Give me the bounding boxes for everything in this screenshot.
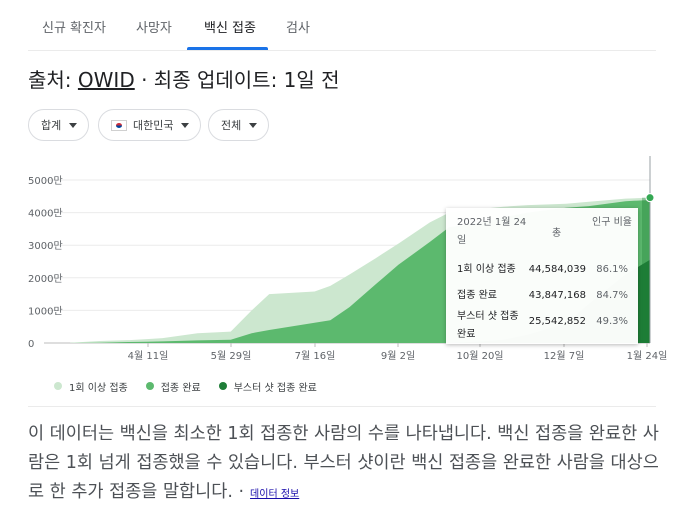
tooltip-row-pct: 86.1% <box>596 264 628 275</box>
tooltip-row: 부스터 샷 접종 완료 25,542,852 49.3% <box>446 306 638 340</box>
description-text: 이 데이터는 백신을 최소한 1회 접종한 사람의 수를 나타냅니다. 백신 접… <box>28 424 659 502</box>
scope-dropdown-label: 전체 <box>221 119 242 132</box>
tooltip-row-label: 1회 이상 접종 <box>457 264 516 275</box>
legend-dot <box>145 382 154 390</box>
tooltip-row-value: 44,584,039 <box>528 264 586 275</box>
tooltip-row-pct: 84.7% <box>596 290 628 301</box>
x-tick-label: 5월 29일 <box>211 350 252 362</box>
tooltip-row-pct: 49.3% <box>596 316 628 327</box>
legend-label: 1회 이상 접종 <box>69 382 128 394</box>
y-tick-label: 1000만 <box>28 305 63 317</box>
tooltip-pct-header: 인구 비율 <box>592 217 632 228</box>
chevron-down-icon <box>249 122 258 128</box>
tooltip-date: 2022년 1월 24일 <box>457 217 527 246</box>
y-tick-label: 0 <box>28 339 34 350</box>
x-tick-label: 10월 20일 <box>456 350 503 362</box>
y-tick-label: 2000만 <box>28 273 63 285</box>
country-dropdown-label: 대한민국 <box>133 119 174 132</box>
hover-highlight <box>642 197 650 343</box>
tooltip-row-value: 43,847,168 <box>528 290 586 301</box>
y-tick-label: 4000만 <box>28 208 63 220</box>
aggregate-dropdown[interactable]: 합계 <box>28 109 90 141</box>
tooltip-total-header: 총 <box>552 228 562 239</box>
legend-dot <box>218 382 227 390</box>
chart-tooltip: 2022년 1월 24일 총 인구 비율 1회 이상 접종 44,584,039… <box>446 208 638 344</box>
tooltip-row-label: 접종 완료 <box>457 290 497 301</box>
x-tick-label: 9월 2일 <box>381 350 415 362</box>
tab-vaccination[interactable]: 백신 접종 <box>204 21 256 36</box>
x-tick-label: 4월 11일 <box>128 350 169 362</box>
legend-item-booster[interactable]: 부스터 샷 접종 완료 <box>218 379 317 394</box>
tab-deaths[interactable]: 사망자 <box>136 21 172 36</box>
chart-legend: 1회 이상 접종 접종 완료 부스터 샷 접종 완료 <box>54 378 335 394</box>
description: 이 데이터는 백신을 최소한 1회 접종한 사람의 수를 나타냅니다. 백신 접… <box>28 420 668 509</box>
x-tick-label: 7월 16일 <box>295 350 336 362</box>
x-tick-label: 1월 24일 <box>627 350 668 362</box>
tooltip-row-value: 25,542,852 <box>528 316 586 327</box>
active-tab-indicator <box>187 47 268 50</box>
tooltip-row: 접종 완료 43,847,168 84.7% <box>446 282 638 310</box>
korea-flag-icon <box>111 119 127 131</box>
chevron-down-icon <box>181 122 190 128</box>
aggregate-dropdown-label: 합계 <box>41 119 62 132</box>
legend-item-fully-vaccinated[interactable]: 접종 완료 <box>145 379 201 394</box>
tab-bar: 신규 확진자 사망자 백신 접종 검사 <box>28 0 656 51</box>
legend-label: 부스터 샷 접종 완료 <box>233 382 317 394</box>
legend-item-first-dose[interactable]: 1회 이상 접종 <box>54 379 128 394</box>
tab-new-cases[interactable]: 신규 확진자 <box>42 21 106 36</box>
chevron-down-icon <box>69 122 78 128</box>
section-divider <box>28 406 656 407</box>
source-line: 출처: OWID · 최종 업데이트: 1일 전 <box>28 64 340 93</box>
last-updated: · 최종 업데이트: 1일 전 <box>134 68 340 92</box>
source-prefix: 출처: <box>28 68 78 92</box>
hover-point <box>645 193 655 203</box>
y-tick-label: 3000만 <box>28 240 63 252</box>
source-link[interactable]: OWID <box>77 68 135 92</box>
x-tick-label: 12월 7일 <box>544 350 585 362</box>
data-info-link[interactable]: 데이터 정보 <box>250 489 300 500</box>
scope-dropdown[interactable]: 전체 <box>208 109 270 141</box>
tab-testing[interactable]: 검사 <box>286 21 310 36</box>
tooltip-row: 1회 이상 접종 44,584,039 86.1% <box>446 256 638 284</box>
y-tick-label: 5000만 <box>28 175 63 187</box>
legend-dot <box>54 382 62 390</box>
tooltip-row-label: 부스터 샷 접종 완료 <box>457 311 519 340</box>
country-dropdown[interactable]: 대한민국 <box>98 109 202 141</box>
legend-label: 접종 완료 <box>160 382 201 394</box>
